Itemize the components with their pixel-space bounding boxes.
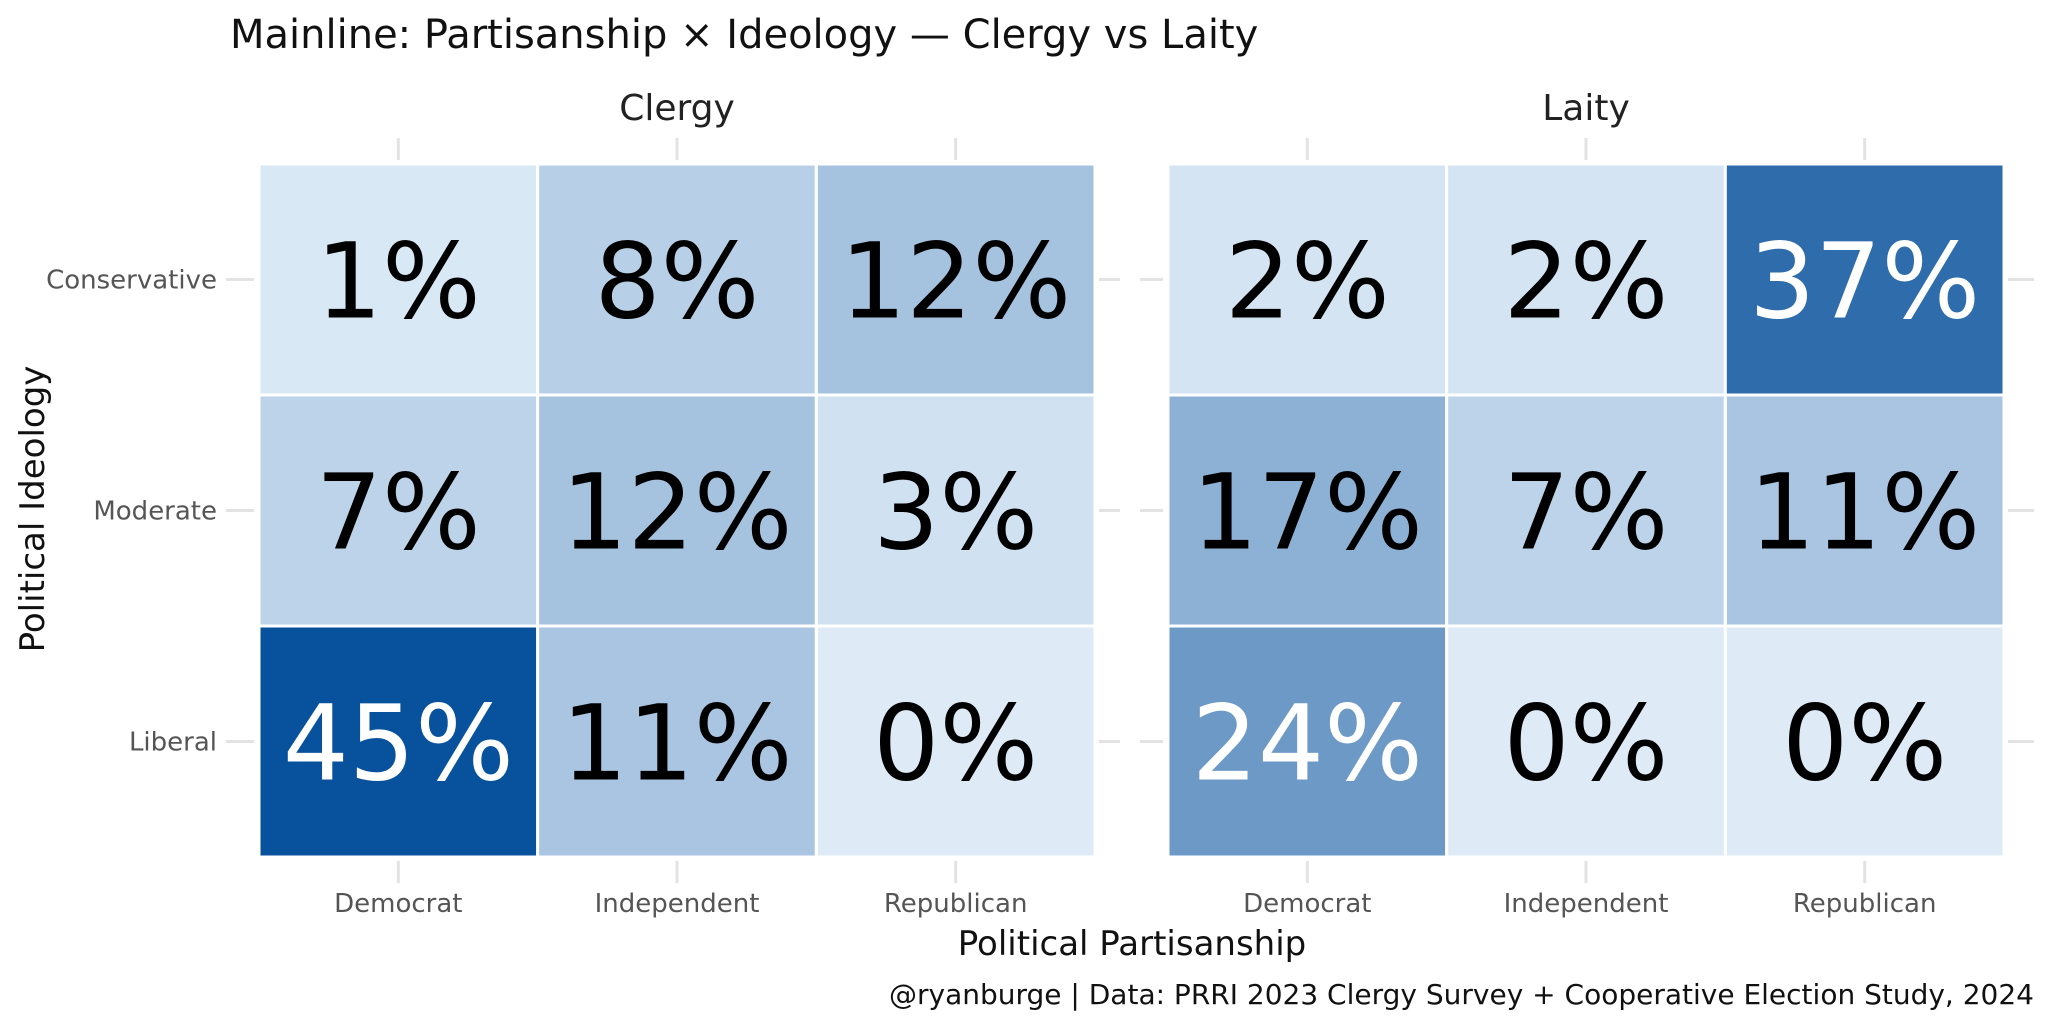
cell-value-label: 0%	[873, 683, 1038, 805]
cell-value-label: 1%	[316, 221, 481, 343]
heatmap-cell	[257, 162, 540, 397]
cell-value-label: 12%	[561, 452, 792, 574]
cell-value-label: 7%	[1504, 452, 1669, 574]
x-tick-label: Republican	[884, 889, 1028, 919]
cell-value-label: 2%	[1504, 221, 1669, 343]
heatmap-cell	[1166, 393, 1449, 628]
heatmap-cell	[1445, 162, 1727, 397]
x-tick-label: Democrat	[334, 889, 462, 919]
heatmap-cell	[1166, 624, 1449, 859]
x-tick-label: Independent	[1504, 889, 1669, 919]
facets: Clergy 1% 8% 12% 7% 12% 3% 45% 11% 0% Democrat Inde…	[46, 88, 2034, 919]
heatmap-cell	[257, 624, 540, 859]
cell-value-label: 11%	[561, 683, 792, 805]
y-tick-label: Liberal	[129, 728, 217, 758]
cell-value-label: 3%	[873, 452, 1038, 574]
cell-value-label: 8%	[595, 221, 760, 343]
heatmap-cell	[536, 162, 818, 397]
cell-value-label: 12%	[840, 221, 1071, 343]
heatmap-cell	[1723, 624, 2006, 859]
x-axis-title: Political Partisanship	[958, 924, 1307, 964]
facet-laity: Laity 2% 2% 37% 17% 7% 11% 24% 0% 0% Democrat Indep…	[1140, 88, 2034, 919]
cell-value-label: 0%	[1782, 683, 1947, 805]
y-tick-label: Moderate	[93, 497, 217, 527]
cell-value-label: 0%	[1504, 683, 1669, 805]
heatmap-cell	[1723, 162, 2006, 397]
facet-title: Clergy	[619, 88, 735, 129]
heatmap-cell	[814, 162, 1097, 397]
heatmap-cell	[257, 393, 540, 628]
cell-value-label: 37%	[1749, 221, 1980, 343]
facet-clergy: Clergy 1% 8% 12% 7% 12% 3% 45% 11% 0% Democrat Inde…	[226, 88, 1120, 919]
cell-value-label: 11%	[1749, 452, 1980, 574]
cell-value-label: 2%	[1225, 221, 1390, 343]
heatmap-cell	[1723, 393, 2006, 628]
y-tick-label: Conservative	[46, 266, 217, 296]
heatmap-cell	[814, 624, 1097, 859]
x-tick-label: Republican	[1793, 889, 1937, 919]
heatmap-cell	[1445, 624, 1727, 859]
cell-value-label: 7%	[316, 452, 481, 574]
cell-value-label: 17%	[1192, 452, 1423, 574]
x-tick-label: Democrat	[1243, 889, 1371, 919]
cell-value-label: 24%	[1192, 683, 1423, 805]
chart-title: Mainline: Partisanship × Ideology — Cler…	[230, 12, 1258, 58]
heatmap-cell	[1166, 162, 1449, 397]
y-axis-title: Political Ideology	[13, 366, 53, 653]
x-tick-label: Independent	[595, 889, 760, 919]
facet-title: Laity	[1542, 88, 1630, 129]
chart-caption: @ryanburge | Data: PRRI 2023 Clergy Surv…	[889, 978, 2034, 1011]
cell-value-label: 45%	[283, 683, 514, 805]
heatmap-cell	[1445, 393, 1727, 628]
